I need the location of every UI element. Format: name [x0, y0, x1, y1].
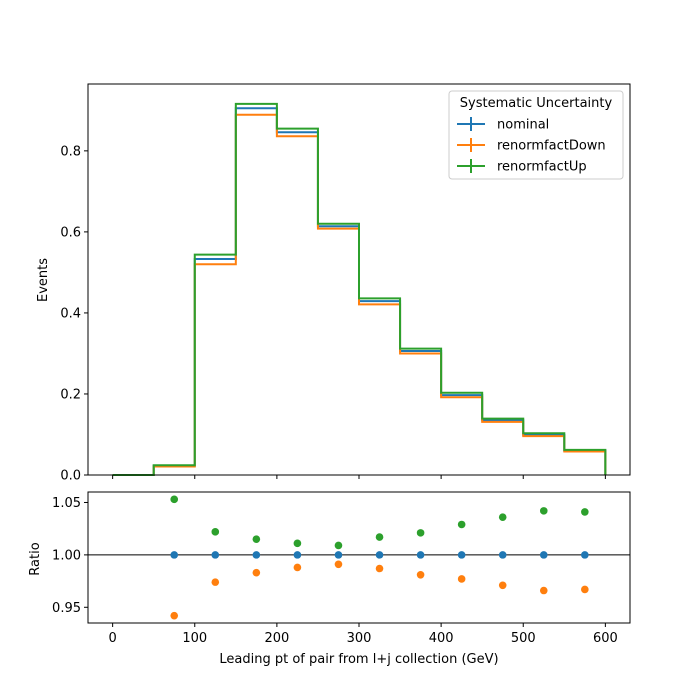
ratio-point-renormfactUp: [170, 495, 179, 504]
main-y-tick-label: 0.0: [60, 469, 81, 484]
legend-title: Systematic Uncertainty: [460, 96, 613, 111]
ratio-point-nominal: [211, 551, 220, 559]
ratio-panel: 0 100 200 300 400 500 600 0.95 1.00 1.05 Ratio L…: [28, 491, 631, 667]
ratio-point-renormfactDown: [539, 586, 548, 595]
ratio-point-renormfactDown: [334, 560, 343, 569]
ratio-point-renormfactUp: [252, 535, 261, 543]
main-y-tick-label: 0.6: [60, 225, 81, 240]
ratio-point-renormfactDown: [416, 570, 425, 579]
legend-box: [448, 90, 624, 180]
legend-label-nominal: nominal: [497, 118, 549, 133]
ratio-point-renormfactDown: [581, 585, 589, 594]
ratio-point-renormfactUp: [375, 533, 384, 541]
x-axis-label: Leading pt of pair from l+j collection (…: [219, 652, 498, 667]
ratio-point-renormfactUp: [498, 513, 507, 521]
ratio-point-nominal: [581, 551, 589, 559]
ratio-point-renormfactDown: [170, 611, 179, 620]
legend-entry-renormfactUp: renormfactUp: [457, 159, 587, 175]
ratio-point-nominal: [498, 551, 507, 559]
legend-entry-renormfactDown: renormfactDown: [457, 138, 606, 154]
ratio-points-layer: [170, 495, 589, 620]
main-y-tick-label: 0.2: [60, 387, 81, 402]
ratio-point-renormfactUp: [457, 520, 466, 529]
ratio-y-tick-label: 0.95: [52, 601, 81, 616]
ratio-point-renormfactUp: [211, 528, 220, 536]
ratio-y-tick-label: 1.05: [52, 496, 81, 511]
ratio-point-renormfactDown: [293, 563, 302, 572]
ratio-point-nominal: [375, 551, 384, 559]
series-step-renormfactUp: [112, 102, 607, 476]
ratio-point-nominal: [457, 551, 466, 559]
main-y-axis-label: Events: [36, 258, 51, 302]
ratio-point-nominal: [334, 551, 343, 559]
ratio-point-renormfactUp: [416, 529, 425, 537]
ratio-point-renormfactDown: [375, 564, 384, 573]
ratio-plot-area: [88, 492, 630, 623]
main-panel: 0.0 0.2 0.4 0.6 0.8 Events Systematic Uncert…: [36, 83, 631, 484]
ratio-x-tick-label: 0: [108, 631, 116, 646]
ratio-point-renormfactDown: [457, 575, 466, 583]
ratio-point-renormfactDown: [498, 581, 507, 590]
ratio-point-renormfactUp: [539, 507, 548, 515]
ratio-y-axis-label: Ratio: [28, 542, 43, 575]
ratio-point-nominal: [293, 551, 302, 559]
legend-label-renormfactDown: renormfactDown: [497, 139, 606, 154]
ratio-x-tick-label: 100: [182, 631, 207, 646]
ratio-point-renormfactUp: [581, 508, 589, 516]
ratio-point-renormfactDown: [211, 578, 220, 586]
legend-label-renormfactUp: renormfactUp: [497, 160, 587, 175]
ratio-y-tick-label: 1.00: [52, 548, 81, 563]
ratio-point-nominal: [252, 551, 261, 559]
ratio-x-tick-label: 600: [593, 631, 618, 646]
ratio-point-nominal: [539, 551, 548, 559]
ratio-point-renormfactDown: [252, 568, 261, 577]
ratio-x-ticks: 0 100 200 300 400 500 600: [108, 623, 618, 646]
ratio-x-tick-label: 500: [511, 631, 536, 646]
ratio-point-nominal: [416, 551, 425, 559]
ratio-x-tick-label: 200: [264, 631, 289, 646]
legend-entry-nominal: nominal: [457, 117, 549, 133]
ratio-point-nominal: [170, 551, 179, 559]
main-y-tick-label: 0.4: [60, 306, 81, 321]
ratio-point-renormfactUp: [334, 541, 343, 550]
main-x-ticks: [112, 475, 606, 479]
main-y-tick-label: 0.8: [60, 144, 81, 159]
ratio-x-tick-label: 400: [429, 631, 454, 646]
ratio-point-renormfactUp: [293, 539, 302, 548]
legend: Systematic Uncertainty nominal renormfact…: [448, 90, 624, 180]
main-y-ticks: 0.0 0.2 0.4 0.6 0.8: [60, 144, 88, 484]
ratio-y-ticks: 0.95 1.00 1.05: [52, 496, 88, 616]
main-series-layer: [112, 102, 607, 476]
ratio-x-tick-label: 300: [347, 631, 372, 646]
